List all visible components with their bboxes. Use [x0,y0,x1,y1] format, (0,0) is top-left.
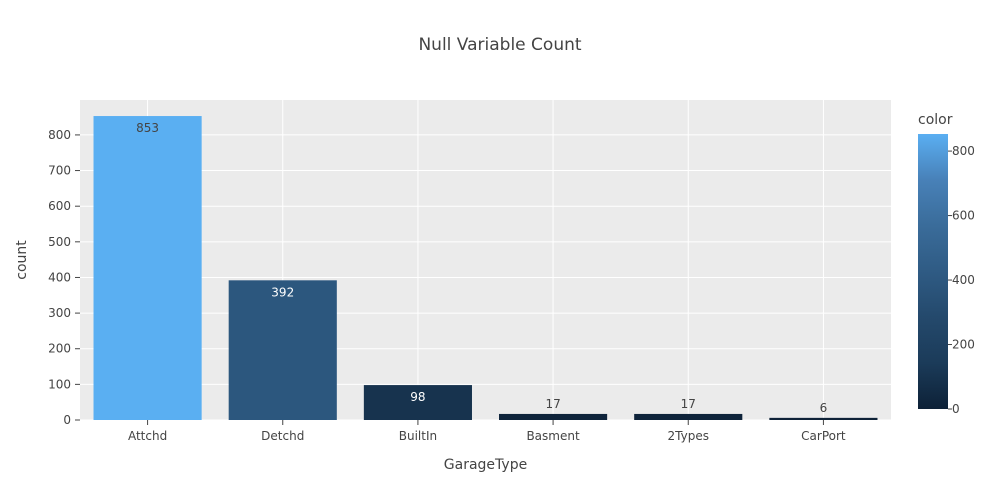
data-label: 392 [271,285,294,299]
colorbar-tick-label: 400 [952,273,975,287]
data-label: 17 [545,397,560,411]
colorbar-gradient [918,134,948,409]
y-tick-label: 400 [48,270,71,284]
x-tick-label: Attchd [128,429,167,443]
colorbar-tick-label: 600 [952,209,975,223]
y-tick-label: 600 [48,199,71,213]
colorbar-title: color [918,112,953,128]
bar-detchd [228,280,337,420]
y-tick-label: 700 [48,164,71,178]
data-label: 17 [681,397,696,411]
bars [93,116,878,420]
plot-area [80,100,891,420]
bar-carport [769,417,878,420]
x-axis-title: GarageType [444,457,527,473]
bar-basment [499,413,608,420]
data-label: 98 [410,390,425,404]
x-tick-label: 2Types [668,429,709,443]
bar-2types [634,413,743,420]
bar-attchd [93,116,202,420]
y-tick-label: 0 [63,413,71,427]
y-tick-label: 300 [48,306,71,320]
y-tick-label: 800 [48,128,71,142]
colorbar: color 0 200 400 600 800 [918,112,975,416]
x-axis-ticks: Attchd Detchd BuiltIn Basment 2Types CarPort [128,420,846,443]
bar-builtin [363,385,472,420]
data-labels: 853 392 98 17 17 6 [136,121,827,415]
colorbar-tick-label: 0 [952,402,960,416]
data-label: 6 [820,401,828,415]
data-label: 853 [136,121,159,135]
y-tick-label: 500 [48,235,71,249]
x-tick-label: CarPort [801,429,846,443]
chart-title: Null Variable Count [418,35,581,55]
x-tick-label: Basment [526,429,580,443]
y-tick-label: 100 [48,377,71,391]
colorbar-ticks: 0 200 400 600 800 [948,144,975,416]
colorbar-tick-label: 200 [952,338,975,352]
y-tick-label: 200 [48,342,71,356]
y-axis-ticks: 0 100 200 300 400 500 600 700 800 [48,128,80,427]
x-tick-label: Detchd [261,429,304,443]
y-axis-title: count [14,240,30,280]
x-tick-label: BuiltIn [399,429,437,443]
colorbar-tick-label: 800 [952,144,975,158]
